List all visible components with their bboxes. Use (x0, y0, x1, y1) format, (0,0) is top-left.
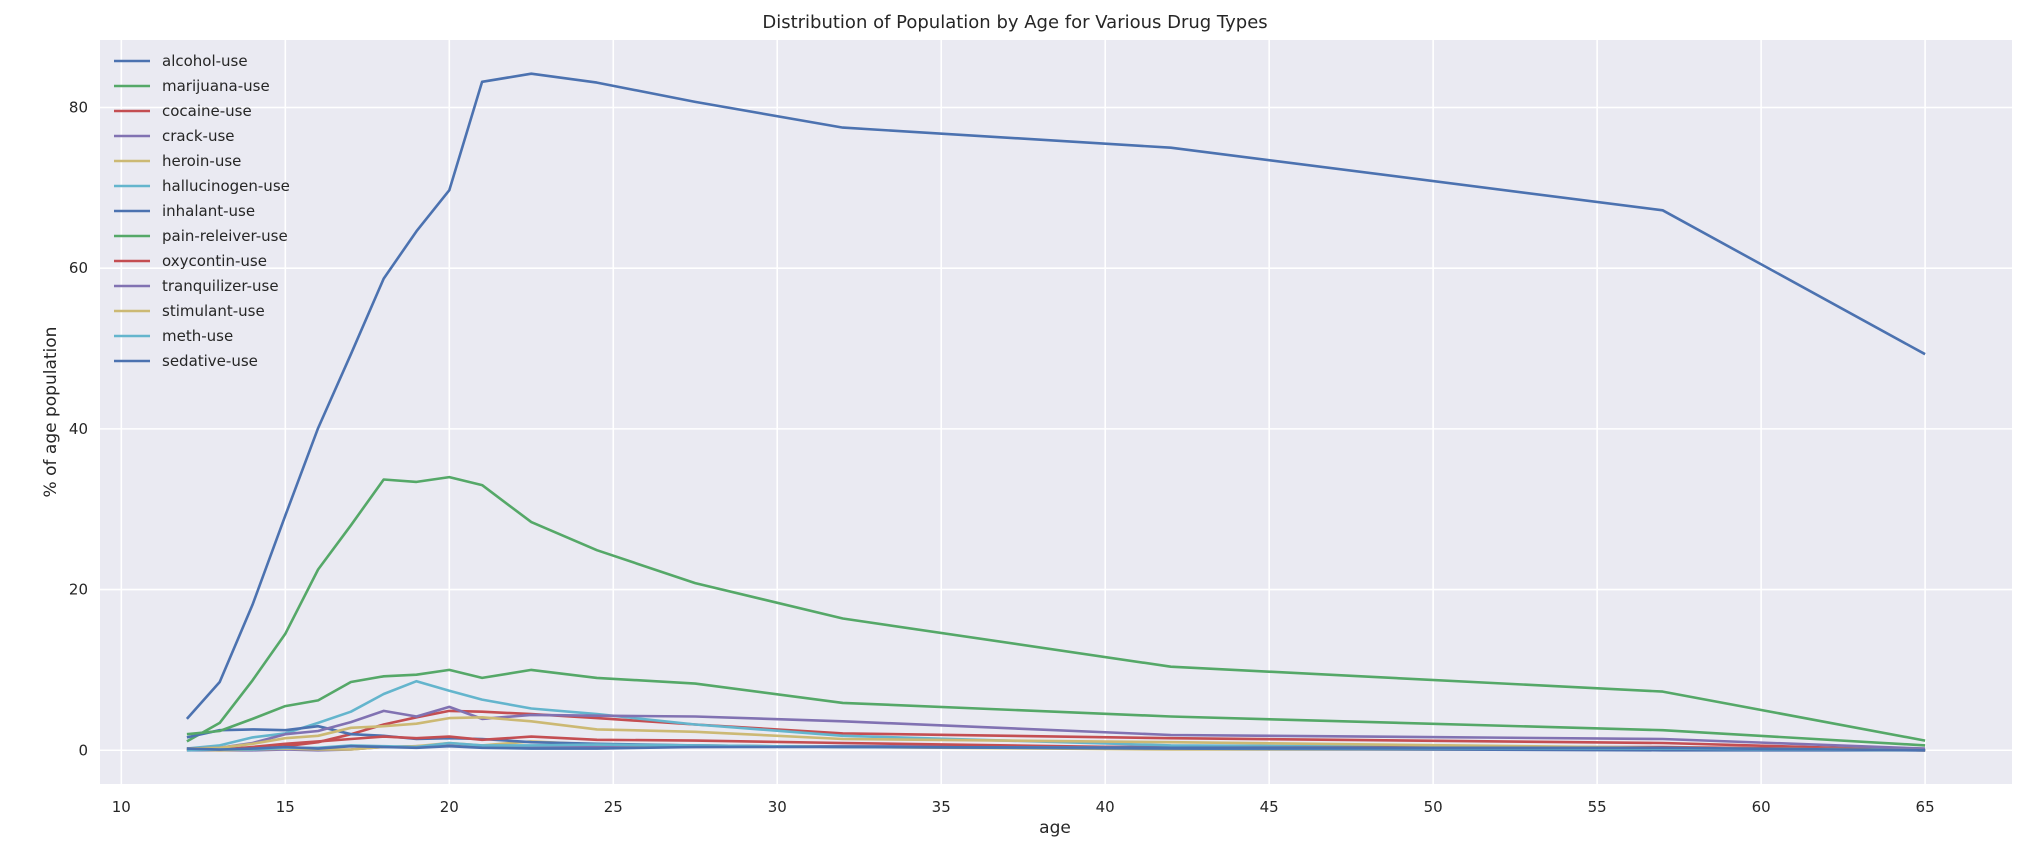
x-tick-label: 45 (1260, 798, 1279, 816)
legend-label: alcohol-use (162, 52, 248, 70)
x-tick-label: 40 (1096, 798, 1115, 816)
plot-area (100, 40, 2012, 784)
legend-label: meth-use (162, 327, 233, 345)
x-tick-label: 50 (1424, 798, 1443, 816)
series-lines (185, 72, 1926, 752)
legend-label: stimulant-use (162, 302, 265, 320)
y-tick-label: 60 (69, 259, 88, 277)
legend-label: pain-releiver-use (162, 227, 288, 245)
series-line-alcohol-use (185, 72, 1926, 720)
x-axis-ticks: 10 15 20 25 30 35 40 45 50 55 60 65 (112, 798, 1935, 816)
x-tick-label: 35 (932, 798, 951, 816)
y-tick-label: 40 (69, 420, 88, 438)
x-tick-label: 55 (1588, 798, 1607, 816)
legend-label: inhalant-use (162, 202, 255, 220)
legend: alcohol-use marijuana-use cocaine-use crack… (114, 52, 290, 370)
x-tick-label: 30 (768, 798, 787, 816)
legend-label: tranquilizer-use (162, 277, 279, 295)
legend-label: cocaine-use (162, 102, 252, 120)
x-tick-label: 65 (1916, 798, 1935, 816)
series-line-tranquilizer-use (186, 705, 1926, 750)
chart-title: Distribution of Population by Age for Va… (762, 12, 1267, 33)
y-axis-label: % of age population (41, 327, 61, 498)
y-axis-ticks: 0 20 40 60 80 (69, 98, 88, 759)
x-tick-label: 25 (604, 798, 623, 816)
legend-label: marijuana-use (162, 77, 270, 95)
y-tick-label: 0 (78, 741, 88, 759)
series-line-marijuana-use (186, 475, 1926, 743)
x-tick-label: 10 (112, 798, 131, 816)
series-line-sedative-use (186, 744, 1926, 752)
legend-label: crack-use (162, 127, 235, 145)
series-line-stimulant-use (186, 715, 1926, 752)
y-tick-label: 20 (69, 581, 88, 599)
legend-label: sedative-use (162, 352, 258, 370)
y-tick-label: 80 (69, 98, 88, 116)
series-line-pain-releiver-use (186, 668, 1926, 747)
legend-label: heroin-use (162, 152, 241, 170)
x-tick-label: 20 (440, 798, 459, 816)
x-tick-label: 60 (1752, 798, 1771, 816)
series-line-oxycontin-use (186, 735, 1926, 752)
legend-label: oxycontin-use (162, 252, 267, 270)
x-axis-label: age (1039, 818, 1071, 838)
x-tick-label: 15 (276, 798, 295, 816)
legend-label: hallucinogen-use (162, 177, 290, 195)
